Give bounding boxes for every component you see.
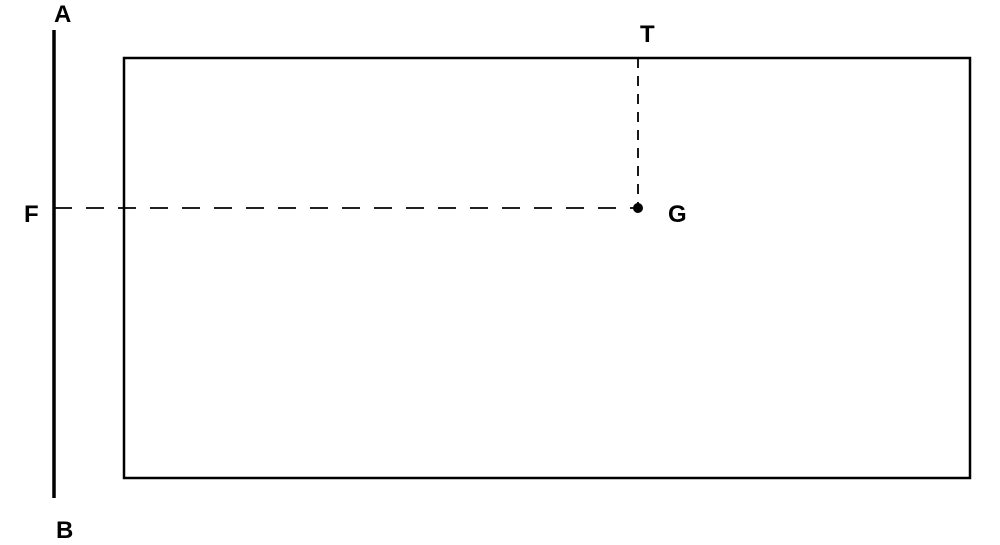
label-F: F xyxy=(24,201,39,228)
geometric-diagram: A B F T G xyxy=(0,0,1000,545)
label-T: T xyxy=(640,21,655,48)
rectangle xyxy=(124,58,970,478)
label-G: G xyxy=(668,201,687,228)
point-G xyxy=(633,203,643,213)
label-A: A xyxy=(54,1,71,28)
label-B: B xyxy=(56,517,73,544)
